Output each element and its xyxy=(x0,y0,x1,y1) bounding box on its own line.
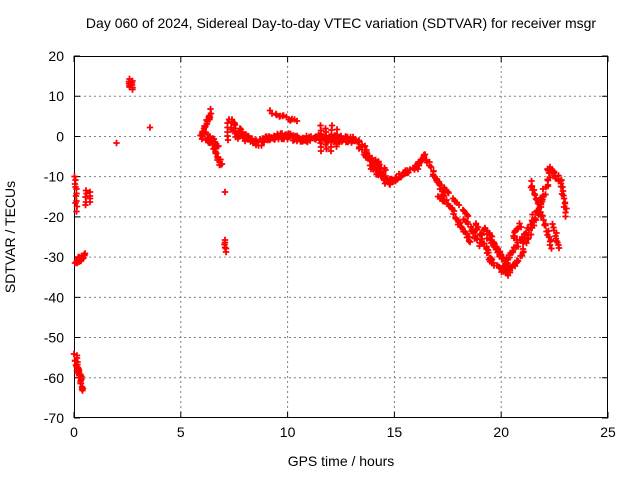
y-tick-label: -20 xyxy=(44,209,64,225)
y-tick-label: -70 xyxy=(44,410,64,426)
y-tick-label: -30 xyxy=(44,249,64,265)
x-tick-label: 25 xyxy=(600,424,616,440)
x-tick-label: 15 xyxy=(387,424,403,440)
scatter-points xyxy=(70,75,570,394)
y-tick-label: 0 xyxy=(56,128,64,144)
y-tick-label: -60 xyxy=(44,370,64,386)
y-tick-label: -50 xyxy=(44,330,64,346)
x-tick-label: 5 xyxy=(177,424,185,440)
x-tick-label: 20 xyxy=(493,424,509,440)
y-tick-label: -10 xyxy=(44,169,64,185)
y-tick-label: 20 xyxy=(48,48,64,64)
x-axis-label: GPS time / hours xyxy=(287,453,395,469)
chart-title: Day 060 of 2024, Sidereal Day-to-day VTE… xyxy=(85,15,597,31)
y-tick-label: -40 xyxy=(44,289,64,305)
plot-border xyxy=(74,56,608,418)
x-tick-label: 10 xyxy=(280,424,296,440)
x-tick-label: 0 xyxy=(70,424,78,440)
y-tick-label: 10 xyxy=(48,88,64,104)
